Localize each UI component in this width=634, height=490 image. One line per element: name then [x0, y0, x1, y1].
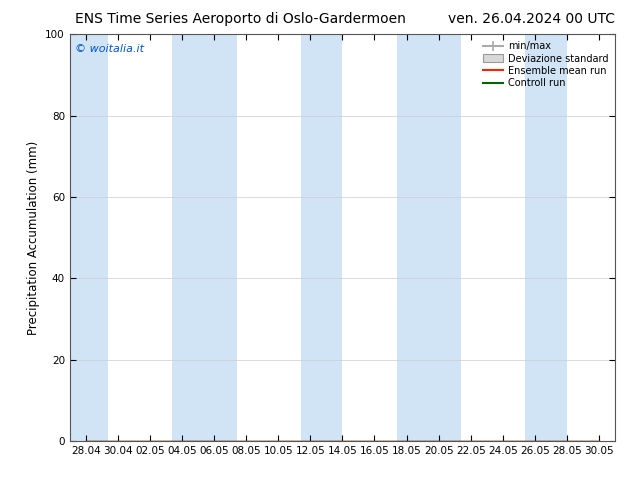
- Bar: [70, 34, 108, 441]
- Text: © woitalia.it: © woitalia.it: [75, 45, 144, 54]
- Legend: min/max, Deviazione standard, Ensemble mean run, Controll run: min/max, Deviazione standard, Ensemble m…: [481, 39, 610, 90]
- Bar: [525, 34, 567, 441]
- Y-axis label: Precipitation Accumulation (mm): Precipitation Accumulation (mm): [27, 141, 40, 335]
- Text: ENS Time Series Aeroporto di Oslo-Gardermoen: ENS Time Series Aeroporto di Oslo-Garder…: [75, 12, 406, 26]
- Bar: [397, 34, 461, 441]
- Bar: [301, 34, 342, 441]
- Text: ven. 26.04.2024 00 UTC: ven. 26.04.2024 00 UTC: [448, 12, 615, 26]
- Bar: [172, 34, 236, 441]
